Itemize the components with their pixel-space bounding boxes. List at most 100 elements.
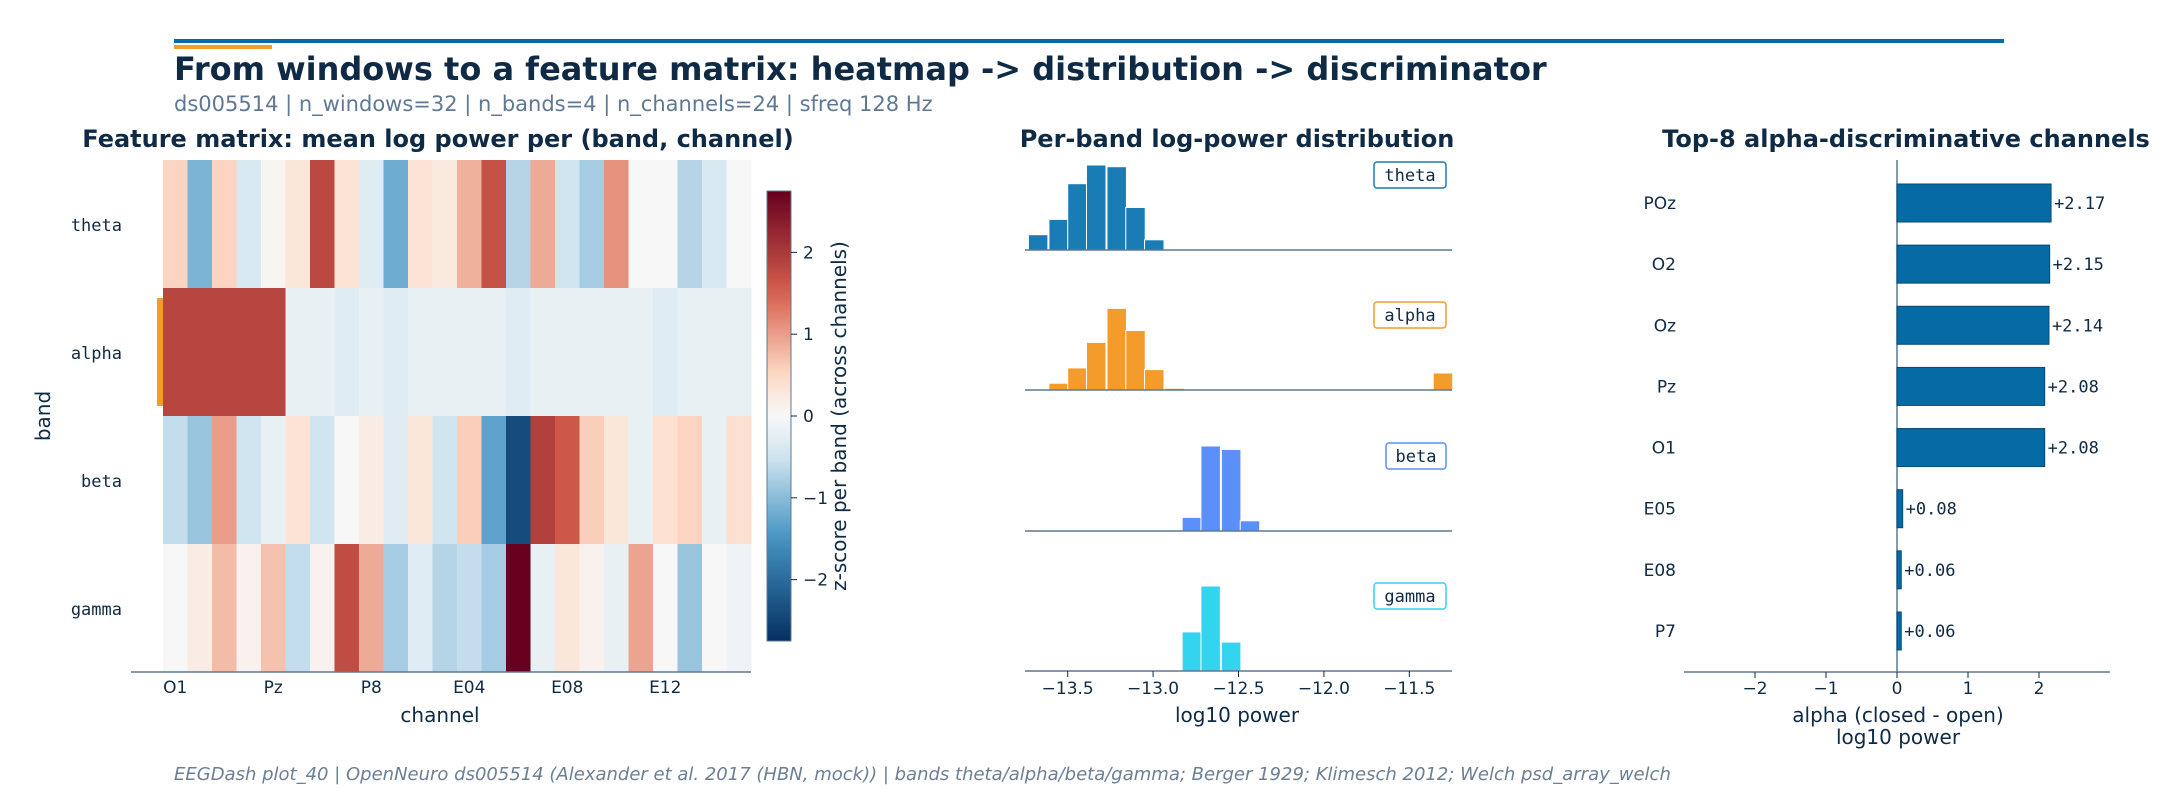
heatmap-cell xyxy=(677,544,703,673)
histogram-bar xyxy=(1085,164,1107,251)
heatmap-cell xyxy=(481,416,507,545)
heatmap-cell xyxy=(212,544,237,673)
heatmap-cell xyxy=(677,160,703,289)
bar xyxy=(1896,611,1902,651)
legend-label: beta xyxy=(1396,447,1437,467)
heatmap-cell xyxy=(359,160,384,289)
colorbar-tick-label: −2 xyxy=(803,571,828,591)
bar-x-axis-label: alpha (closed - open) log10 power xyxy=(1792,703,2003,749)
histogram-bar xyxy=(1432,372,1454,391)
heatmap-row-label: gamma xyxy=(71,600,122,620)
heatmap-cell xyxy=(212,416,237,545)
histogram-bar xyxy=(1125,207,1146,251)
heatmap-cell xyxy=(628,160,654,289)
heatmap-cell xyxy=(726,288,752,417)
heatmap-cell xyxy=(163,288,188,417)
heatmap-row-label: theta xyxy=(71,216,122,236)
heatmap-cell xyxy=(261,160,286,289)
heatmap-cell xyxy=(163,160,188,289)
bar xyxy=(1896,428,2046,468)
heatmap-cell xyxy=(506,416,531,545)
highlight-row-marker xyxy=(157,298,163,406)
heatmap-cell xyxy=(187,160,213,289)
bar-x-tick-label: 2 xyxy=(2034,679,2045,699)
histogram-bar xyxy=(1125,330,1146,391)
bar-x-tick-label: 1 xyxy=(1963,679,1974,699)
heatmap-cell xyxy=(310,160,335,289)
heatmap-cell xyxy=(236,160,262,289)
heatmap-cell xyxy=(285,544,311,673)
heatmap-cell xyxy=(285,160,311,289)
heatmap-cell xyxy=(726,544,752,673)
heatmap-cell xyxy=(506,288,531,417)
heatmap-cell xyxy=(457,288,482,417)
heatmap-cell xyxy=(236,416,262,545)
heatmap-cell xyxy=(236,544,262,673)
legend-box xyxy=(1373,301,1447,329)
histogram-bar xyxy=(1067,367,1088,391)
heatmap-cell xyxy=(604,544,629,673)
bar-category-label: POz xyxy=(1643,194,1676,214)
heatmap-cell xyxy=(653,160,678,289)
histogram-bar xyxy=(1048,382,1069,391)
bar xyxy=(1896,183,2052,223)
heatmap-cell xyxy=(359,288,384,417)
heatmap-cell xyxy=(628,288,654,417)
colorbar-tick-label: 1 xyxy=(803,325,814,345)
histogram-panel-beta: beta xyxy=(1025,442,1452,532)
colorbar-label: z-score per band (across channels) xyxy=(827,241,851,591)
heatmap-y-axis-label: band xyxy=(31,391,55,441)
legend-box xyxy=(1385,442,1447,470)
bar-x-tick-label: −2 xyxy=(1742,679,1767,699)
heatmap-cell xyxy=(408,160,433,289)
histogram-title: Per-band log-power distribution xyxy=(1020,125,1455,153)
page-subtitle: ds005514 | n_windows=32 | n_bands=4 | n_… xyxy=(174,92,933,116)
page-title: From windows to a feature matrix: heatma… xyxy=(174,50,1547,88)
histogram-bar xyxy=(1067,183,1088,251)
heatmap-cell xyxy=(530,416,556,545)
heatmap-cell xyxy=(383,160,409,289)
heatmap-cell xyxy=(555,544,580,673)
histogram-bar xyxy=(1048,218,1069,251)
heatmap-cell xyxy=(481,544,507,673)
bar-category-label: Pz xyxy=(1657,377,1676,397)
bar-value-label: +2.15 xyxy=(2053,255,2104,275)
heatmap-cell xyxy=(555,160,580,289)
heatmap-cell xyxy=(653,288,678,417)
heatmap-x-tick-label: E12 xyxy=(649,678,681,698)
histogram-x-tick-label: −13.5 xyxy=(1042,679,1094,699)
heatmap-row-label: beta xyxy=(81,472,122,492)
heatmap-cell xyxy=(187,416,213,545)
heatmap-cell xyxy=(530,160,556,289)
heatmap-cell xyxy=(506,160,531,289)
heatmap-cell xyxy=(579,416,605,545)
heatmap-cell xyxy=(383,288,409,417)
histogram-x-tick-label: −11.5 xyxy=(1383,679,1435,699)
histogram-bar xyxy=(1085,341,1107,391)
bar-category-label: O2 xyxy=(1652,255,1676,275)
heatmap-cell xyxy=(310,416,335,545)
histogram-bar xyxy=(1181,516,1203,532)
heatmap-cell xyxy=(163,416,188,545)
heatmap-cell xyxy=(579,288,605,417)
histogram-x-tick-label: −13.0 xyxy=(1127,679,1179,699)
heatmap-cell xyxy=(481,160,507,289)
histogram-x-tick-label: −12.0 xyxy=(1298,679,1350,699)
heatmap-cell xyxy=(261,416,286,545)
heatmap-cell xyxy=(236,288,262,417)
heatmap-cell xyxy=(677,416,703,545)
heatmap-x-tick-label: E04 xyxy=(453,678,485,698)
heatmap-cell xyxy=(408,416,433,545)
legend-label: gamma xyxy=(1384,587,1435,607)
bar xyxy=(1896,550,1902,590)
heatmap-cell xyxy=(702,160,727,289)
heatmap-cell xyxy=(628,416,654,545)
heatmap-cell xyxy=(555,288,580,417)
bar-x-tick-label: 0 xyxy=(1892,679,1903,699)
heatmap-cell xyxy=(653,544,678,673)
heatmap-x-tick-label: E08 xyxy=(551,678,583,698)
heatmap-cell xyxy=(408,544,433,673)
heatmap-cell xyxy=(285,288,311,417)
bar-x-tick-label: −1 xyxy=(1813,679,1838,699)
heatmap-cell xyxy=(506,544,531,673)
